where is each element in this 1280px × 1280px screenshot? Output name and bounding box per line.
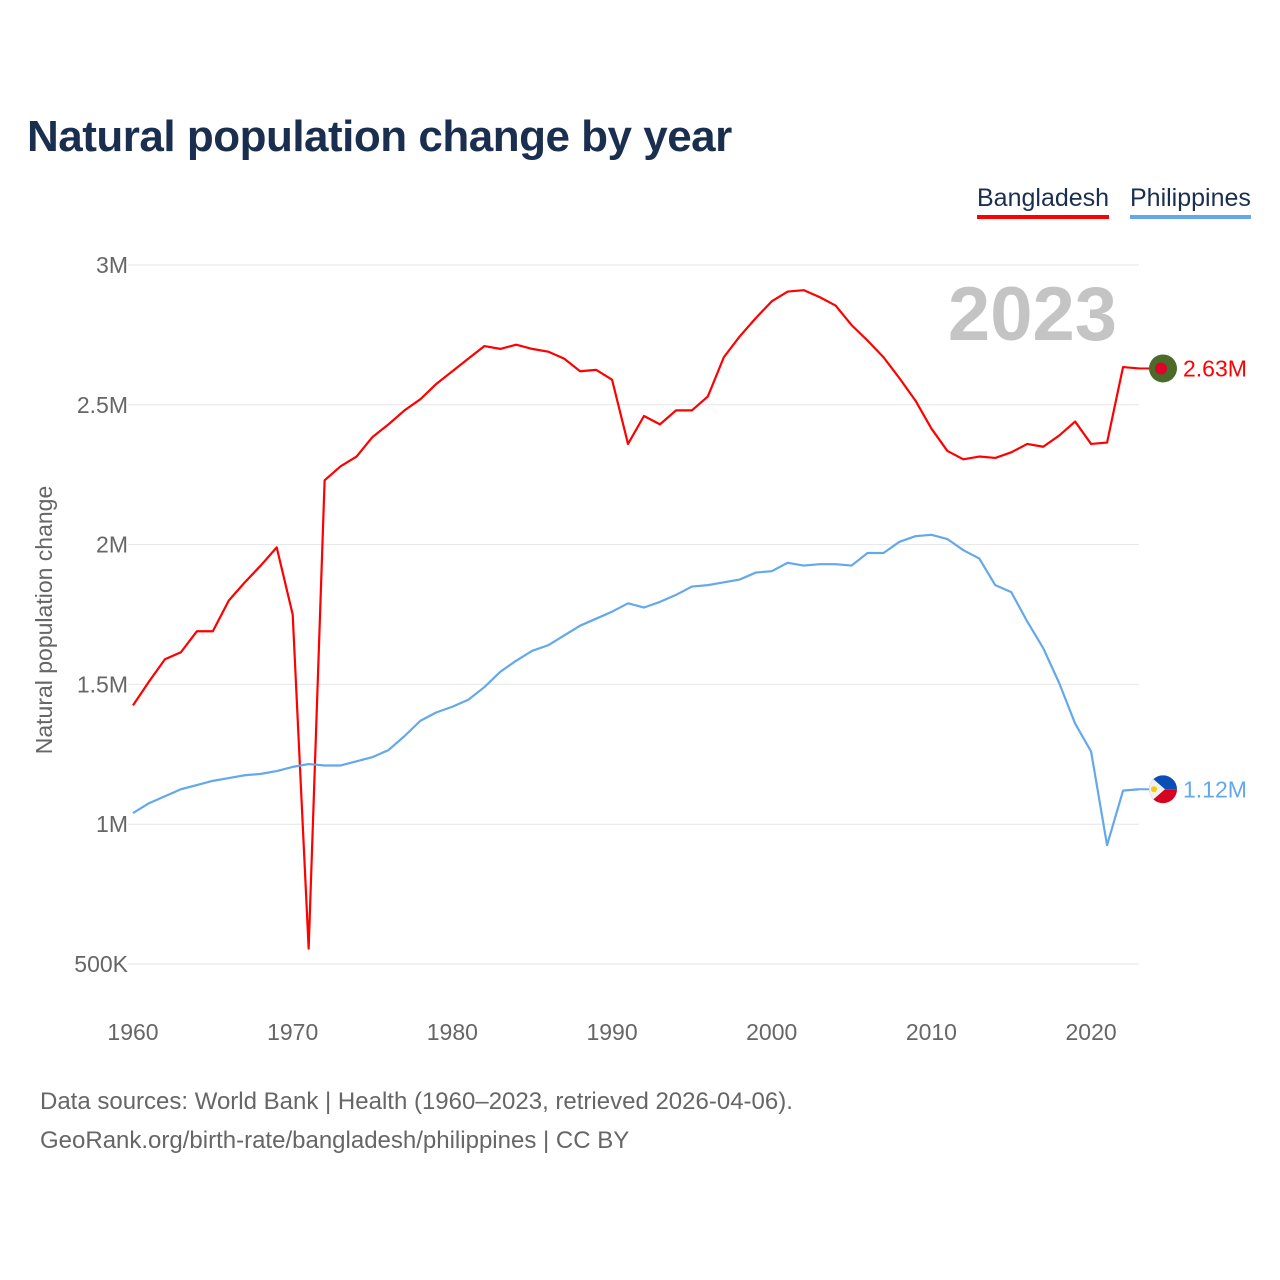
y-axis-label: Natural population change	[31, 486, 57, 755]
x-tick-label: 1970	[267, 1019, 318, 1045]
legend-philippines[interactable]: Philippines	[1130, 184, 1251, 219]
series-line-philippines	[132, 533, 1140, 847]
x-tick-label: 1990	[586, 1019, 637, 1045]
x-tick-label: 1960	[107, 1019, 158, 1045]
x-tick-label: 1980	[427, 1019, 478, 1045]
y-tick-label: 1.5M	[77, 671, 128, 697]
bangladesh-flag-disc	[1155, 362, 1167, 375]
y-tick-label: 1M	[96, 811, 128, 837]
x-tick-label: 2020	[1066, 1019, 1117, 1045]
end-value-label: 2.63M	[1183, 355, 1247, 381]
philippines-flag-icon	[1149, 775, 1177, 804]
legend-bangladesh[interactable]: Bangladesh	[977, 184, 1110, 219]
y-tick-label: 2.5M	[77, 392, 128, 418]
y-tick-label: 3M	[96, 252, 128, 278]
x-tick-label: 2010	[906, 1019, 957, 1045]
x-tick-label: 2000	[746, 1019, 797, 1045]
chart-title: Natural population change by year	[27, 112, 732, 161]
year-label: 2023	[948, 272, 1117, 357]
end-value-label: 1.12M	[1183, 776, 1247, 802]
footer-sources: Data sources: World Bank | Health (1960–…	[40, 1088, 793, 1115]
y-tick-label: 500K	[74, 951, 128, 977]
y-tick-label: 2M	[96, 532, 128, 558]
series-line-bangladesh	[132, 289, 1140, 950]
footer-link[interactable]: GeoRank.org/birth-rate/bangladesh/philip…	[40, 1127, 630, 1154]
